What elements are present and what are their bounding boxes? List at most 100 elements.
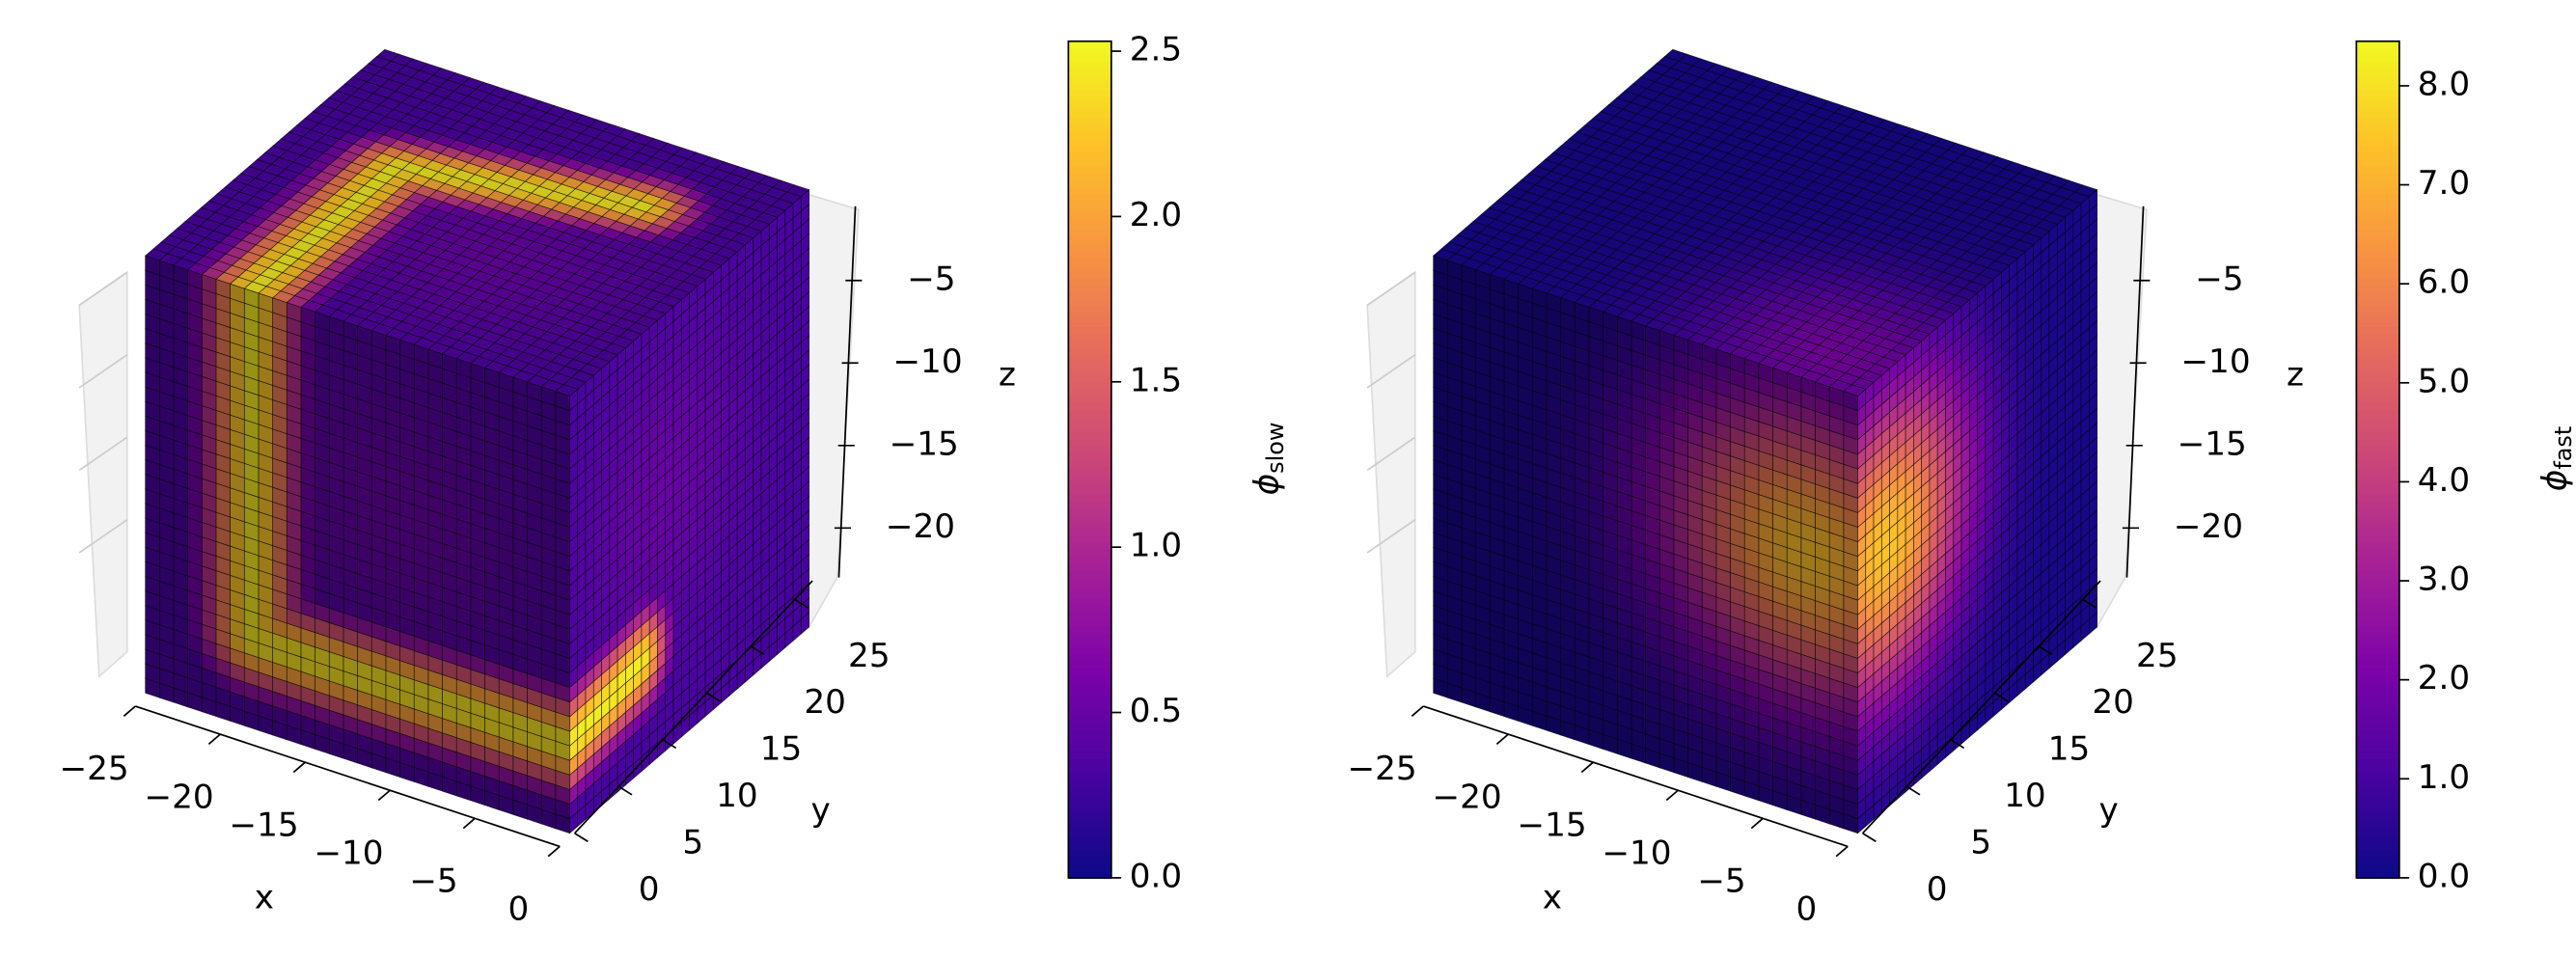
colorbar-swatch <box>1068 682 1111 691</box>
colorbar-swatch <box>1068 138 1111 148</box>
colorbar-swatch <box>1068 62 1111 70</box>
colorbar-swatch <box>1068 598 1111 608</box>
colorbar-swatch <box>1068 557 1111 565</box>
colorbar-swatch <box>1068 243 1111 252</box>
colorbar-swatch <box>1068 390 1111 398</box>
colorbar-swatch <box>1068 550 1111 559</box>
colorbar-swatch <box>1068 83 1111 92</box>
colorbar-tick-label: 1.5 <box>1130 361 1182 399</box>
colorbar-swatch <box>1068 375 1111 384</box>
colorbar-label-symbol: ϕ <box>1247 474 1286 496</box>
colorbar-swatch <box>1068 563 1111 572</box>
z-tick-label: −5 <box>907 260 955 298</box>
pane-grid <box>78 354 128 389</box>
colorbar-swatch <box>1068 835 1111 844</box>
colorbar-swatch <box>1068 201 1111 210</box>
axis-pane <box>78 270 128 679</box>
y-tick-label: 0 <box>639 870 660 909</box>
colorbar-swatch <box>1068 745 1111 753</box>
colorbar-swatch <box>1068 814 1111 824</box>
x-tick <box>377 789 391 802</box>
voxel-chart: −25−20−15−10−50x 0510152025y−5−10−15−20z0… <box>1347 40 2576 929</box>
colorbar-label-subscript: slow <box>1262 423 1289 474</box>
z-tick-label: −20 <box>886 507 955 546</box>
colorbar-swatch <box>1068 717 1111 725</box>
colorbar-swatch <box>1068 229 1111 238</box>
colorbar-swatch <box>1068 187 1111 196</box>
colorbar-swatch <box>1068 278 1111 287</box>
colorbar-swatch <box>1068 362 1111 370</box>
colorbar-swatch <box>1068 250 1111 259</box>
colorbar-swatch <box>1068 146 1111 154</box>
colorbar-swatch <box>1068 47 1111 57</box>
colorbar-swatch <box>1068 794 1111 803</box>
pane-grid <box>78 436 128 472</box>
axis-pane <box>2096 193 2148 631</box>
y-tick <box>617 785 633 796</box>
colorbar-swatch <box>1068 347 1111 356</box>
x-tick <box>462 817 476 830</box>
axis-pane <box>1366 270 1416 679</box>
colorbar-label: ϕslow <box>1247 423 1289 496</box>
z-tick-label: −10 <box>892 342 962 381</box>
z-axis-label: z <box>999 355 1016 394</box>
colorbar-swatch <box>1068 606 1111 615</box>
colorbar-swatch <box>1068 257 1111 266</box>
colorbar-tick-label: 1.0 <box>1130 527 1182 565</box>
colorbar-swatch <box>1068 807 1111 816</box>
colorbar-swatch <box>1068 215 1111 224</box>
colorbar-swatch <box>1068 578 1111 587</box>
colorbar-swatch <box>1068 829 1111 837</box>
colorbar-tick-label: 2.0 <box>1130 196 1182 234</box>
colorbar-swatch <box>1068 849 1111 859</box>
colorbar-swatch <box>1068 431 1111 440</box>
colorbar-swatch <box>1068 766 1111 775</box>
x-tick-label: 0 <box>508 890 530 929</box>
colorbar-swatch <box>1068 487 1111 496</box>
colorbar-swatch <box>1068 180 1111 189</box>
colorbar-swatch <box>1068 591 1111 600</box>
colorbar-swatch <box>1068 466 1111 475</box>
colorbar-swatch <box>1068 842 1111 852</box>
colorbar-swatch <box>1068 613 1111 621</box>
colorbar-swatch <box>1068 759 1111 768</box>
colorbar-swatch <box>1068 675 1111 684</box>
colorbar-swatch <box>1068 396 1111 405</box>
colorbar-swatch <box>1068 543 1111 552</box>
pane-grid <box>78 519 128 554</box>
colorbar-swatch <box>1068 452 1111 461</box>
colorbar-swatch <box>1068 55 1111 64</box>
colorbar-swatch <box>1068 654 1111 663</box>
colorbar-swatch <box>1068 96 1111 105</box>
colorbar-swatch <box>1068 752 1111 761</box>
x-axis-label: x <box>255 879 274 917</box>
colorbar-swatch <box>1068 124 1111 133</box>
colorbar-swatch <box>1068 118 1111 126</box>
voxel-chart: −25−20−15−10−50x 0510152025y−5−10−15−20z0… <box>59 31 1289 929</box>
colorbar-swatch <box>1068 731 1111 740</box>
y-axis-label: y <box>811 791 831 830</box>
y-tick-label: 10 <box>716 777 758 815</box>
colorbar-swatch <box>1068 319 1111 329</box>
colorbar-swatch <box>1068 403 1111 412</box>
colorbar-swatch <box>1068 271 1111 280</box>
colorbar-swatch <box>1068 103 1111 113</box>
y-tick <box>574 832 589 843</box>
colorbar-swatch <box>1068 779 1111 788</box>
colorbar-swatch <box>1068 263 1111 273</box>
colorbar-swatch <box>1068 194 1111 203</box>
y-tick-label: 25 <box>848 637 891 675</box>
colorbar-swatch <box>1068 661 1111 670</box>
colorbar-swatch <box>1068 647 1111 656</box>
colorbar-swatch <box>1068 341 1111 349</box>
colorbar-swatch <box>1068 152 1111 161</box>
colorbar-swatch <box>1068 291 1111 301</box>
colorbar-tick-label: 2.5 <box>1130 31 1182 69</box>
colorbar-swatch <box>1068 619 1111 628</box>
colorbar-swatch <box>1068 299 1111 308</box>
colorbar-swatch <box>1068 424 1111 433</box>
colorbar-swatch <box>1068 166 1111 176</box>
x-tick <box>292 761 306 774</box>
colorbar-swatch <box>1068 90 1111 98</box>
